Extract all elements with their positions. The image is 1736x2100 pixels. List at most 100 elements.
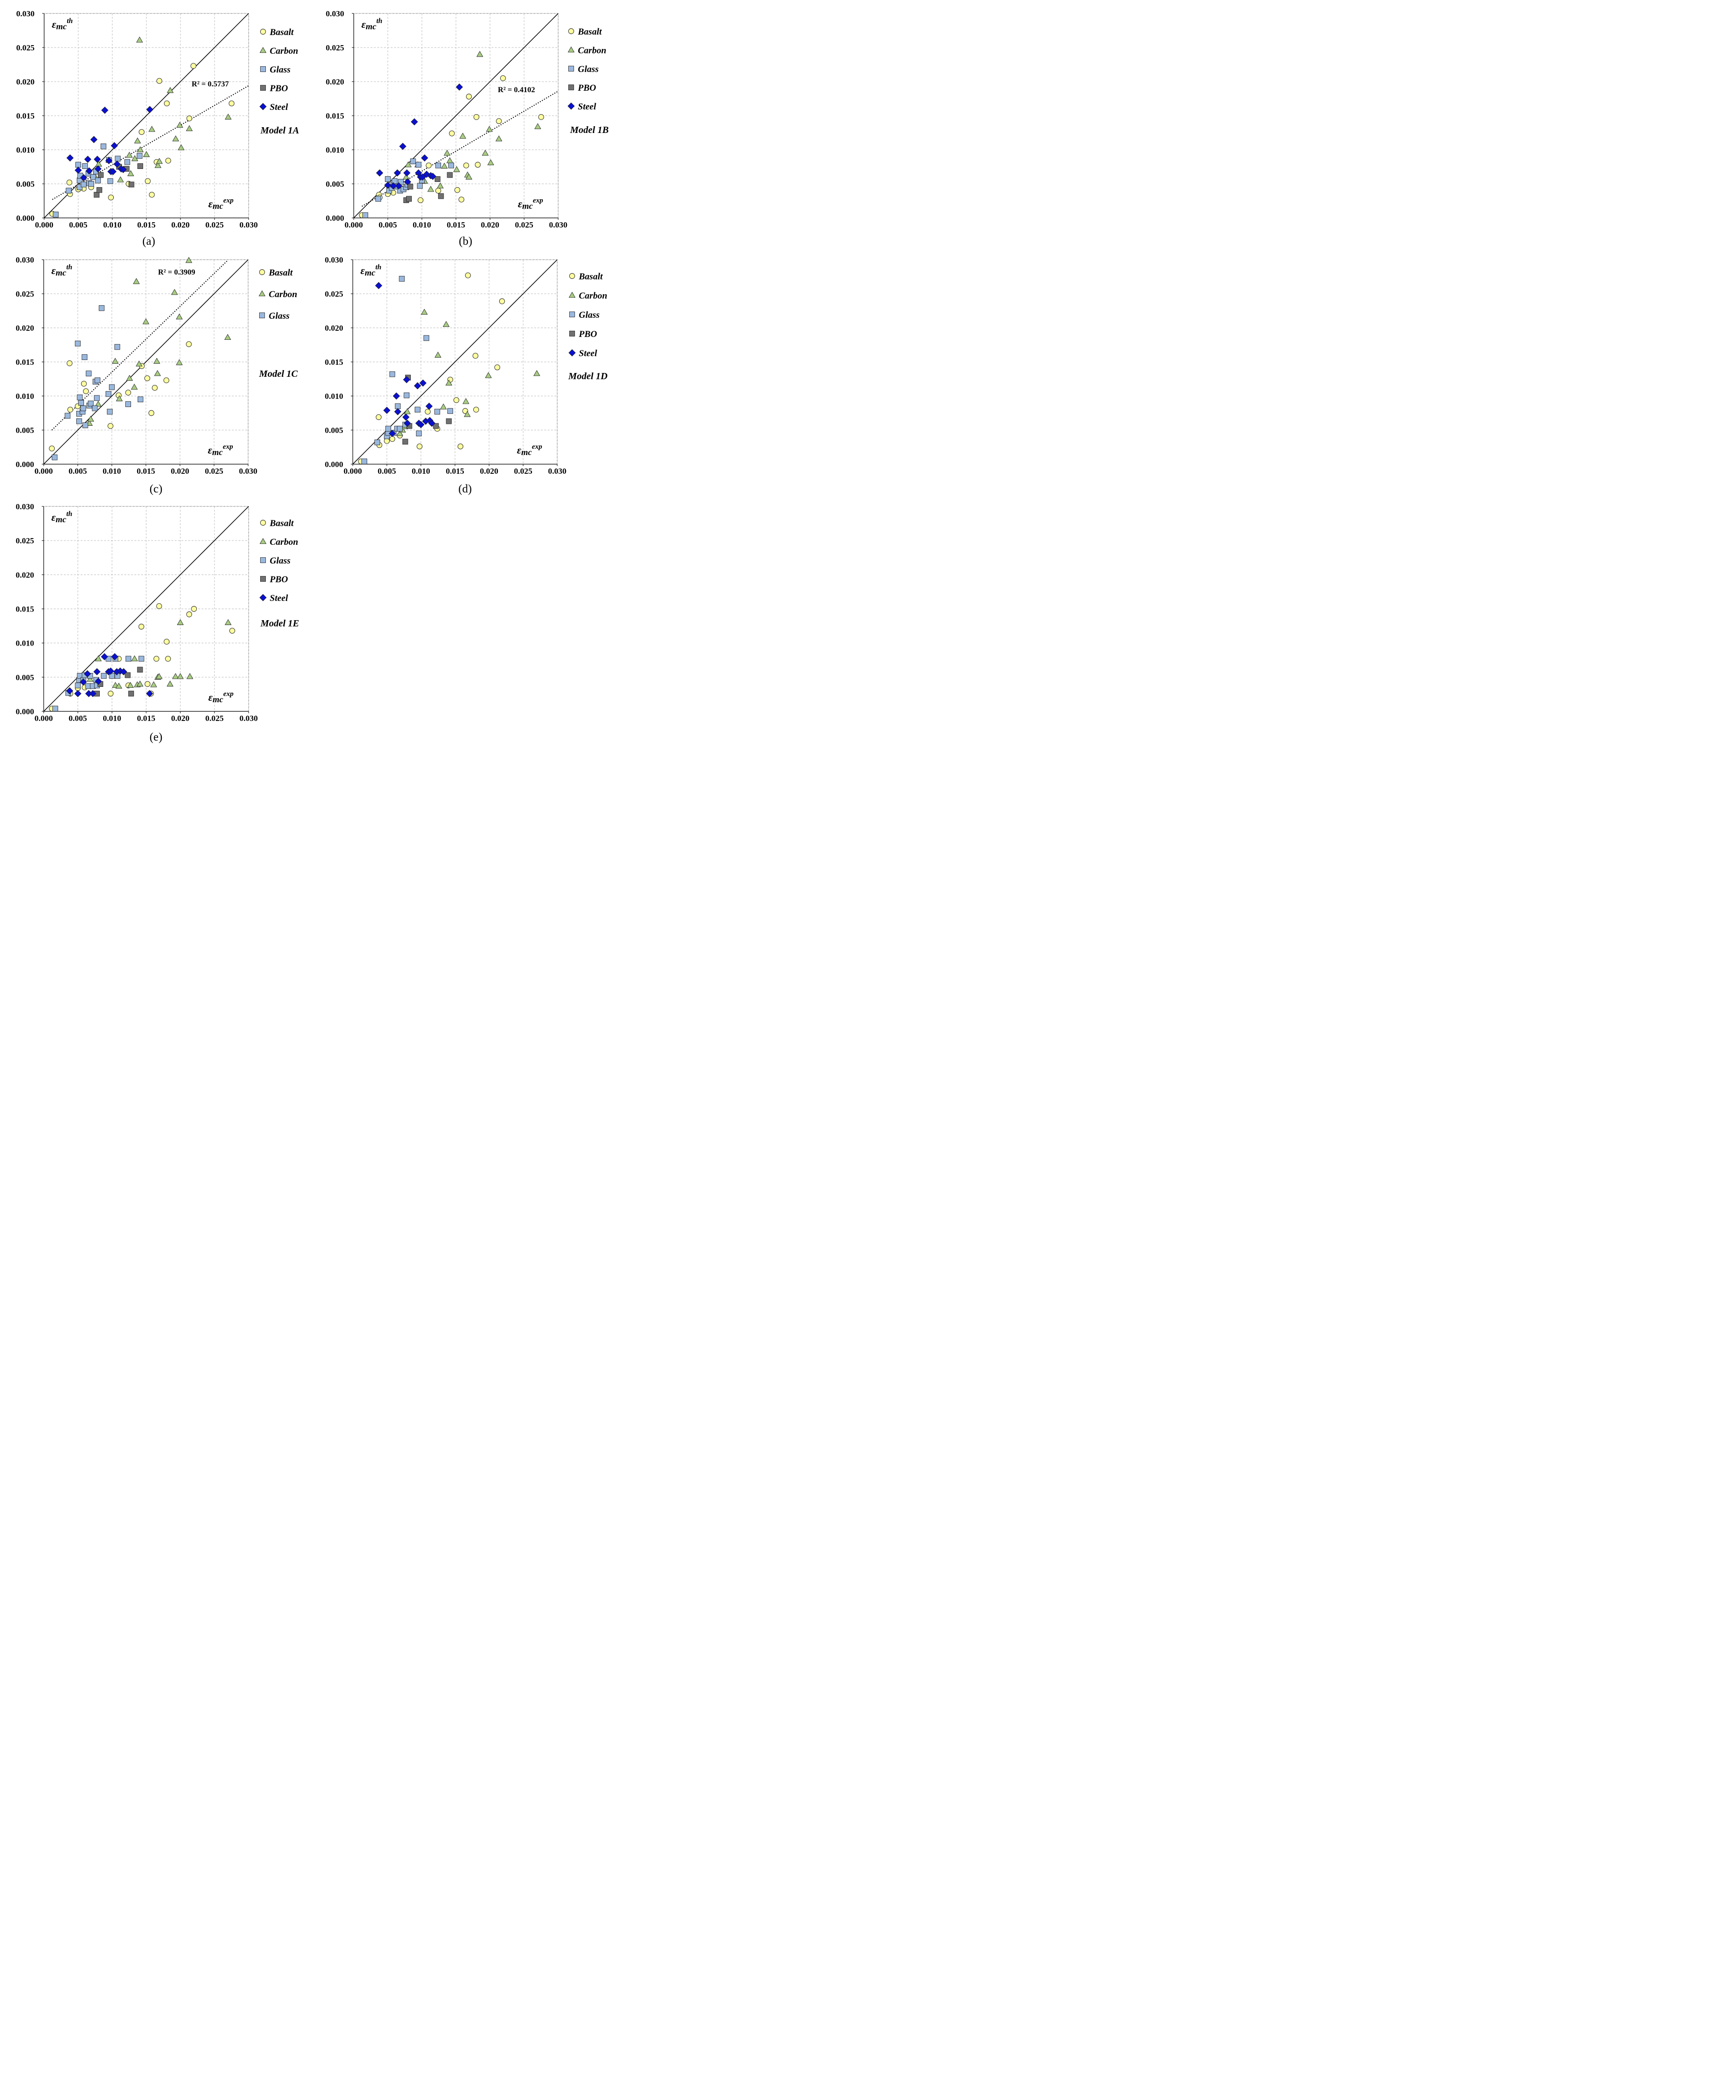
series-pbo [403,172,453,203]
data-point-steel [74,690,82,697]
data-point-pbo [446,418,452,424]
y-tick-label: 0.020 [326,77,344,86]
data-point-pbo [406,196,412,202]
data-point-glass [410,158,416,165]
data-point-carbon [437,182,444,189]
data-point-steel [417,421,425,429]
data-point-pbo [447,172,453,178]
data-point-basalt [164,100,170,107]
y-tick-label: 0.030 [16,9,35,18]
data-point-carbon [487,159,494,166]
data-point-basalt [384,438,390,444]
data-point-glass [416,431,422,436]
data-point-steel [94,165,102,173]
y-axis-label: εmcth [51,264,72,277]
data-point-glass [447,408,453,414]
data-point-steel [425,402,433,410]
data-point-glass [85,683,91,689]
legend-marker-glass [259,312,265,318]
legend-marker-basalt [568,28,574,34]
data-point-glass [95,377,101,384]
data-point-steel [403,169,411,177]
r-squared-label: R² = 0.3909 [158,268,195,276]
y-tick-label: 0.010 [325,392,343,401]
trendline [361,91,559,207]
y-tick-label: 0.015 [16,605,34,614]
x-axis-label: εmcexp [518,197,543,211]
y-tick-label: 0.025 [325,289,343,299]
data-point-carbon [172,135,180,142]
data-point-carbon [177,619,184,625]
legend-marker-pbo [569,331,575,336]
data-point-steel [80,174,87,181]
x-tick-label: 0.000 [35,467,53,476]
y-tick-label: 0.000 [16,460,34,469]
data-point-basalt [67,407,73,413]
x-tick-label: 0.010 [103,220,121,229]
data-point-glass [115,156,121,162]
x-tick-label: 0.020 [171,467,189,476]
data-point-basalt [191,63,196,69]
data-point-carbon [495,135,503,142]
data-point-carbon [148,126,156,132]
data-point-steel [455,83,463,91]
x-axis-label: εmcexp [208,690,234,704]
data-point-glass [100,143,107,149]
data-point-basalt [164,638,170,645]
legend-label-glass: Glass [270,556,290,566]
panel-label: (b) [459,235,472,248]
y-tick-label: 0.015 [325,358,343,367]
data-point-pbo [128,691,134,696]
data-point-carbon [167,87,174,93]
data-point-carbon [126,374,133,381]
data-point-carbon [126,152,133,158]
x-tick-label: 0.010 [103,714,121,723]
legend-label-pbo: PBO [577,83,596,93]
data-point-steel [414,382,421,390]
x-tick-label: 0.000 [345,220,363,229]
y-tick-label: 0.010 [326,145,344,155]
data-point-glass [95,177,101,183]
data-point-glass [75,162,81,168]
data-point-basalt [458,196,465,203]
data-point-basalt [435,188,442,194]
data-point-basalt [149,192,155,198]
data-point-glass [125,656,132,662]
x-tick-label: 0.010 [412,467,430,476]
data-point-steel [80,678,87,686]
x-tick-label: 0.005 [379,220,397,229]
data-point-carbon [176,121,183,128]
panel-label: (a) [143,235,156,248]
panel-label: (c) [150,483,163,495]
legend-label-steel: Steel [578,102,597,112]
data-point-glass [375,196,382,202]
legend-marker-basalt [260,520,266,526]
x-tick-label: 0.020 [171,220,190,229]
data-point-carbon [156,673,163,679]
x-tick-label: 0.005 [69,467,87,476]
data-point-basalt [376,414,382,420]
data-point-steel [402,413,410,421]
data-point-basalt [417,444,423,450]
data-point-carbon [143,151,150,157]
y-axis-label: εmcth [52,17,73,31]
data-point-basalt [153,656,159,662]
data-point-glass [435,162,441,168]
y-tick-label: 0.030 [16,255,34,264]
data-point-carbon [186,673,193,679]
y-tick-label: 0.010 [16,639,34,648]
data-point-basalt [389,436,395,442]
data-point-steel [383,407,391,414]
x-tick-label: 0.030 [239,220,258,229]
legend-label-glass: Glass [269,311,289,321]
legend-marker-pbo [568,84,574,90]
data-point-glass [51,454,58,460]
data-point-basalt [83,388,89,395]
data-point-carbon [87,416,94,422]
data-point-carbon [172,673,179,679]
legend: Basalt Carbon Glass [258,268,297,321]
x-axis-label: εmcexp [208,197,234,211]
